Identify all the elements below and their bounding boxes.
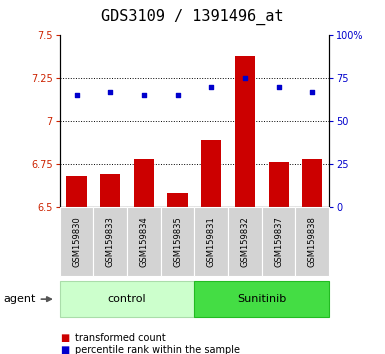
Text: GSM159831: GSM159831 bbox=[207, 216, 216, 267]
Text: control: control bbox=[108, 294, 146, 304]
Bar bbox=[296, 207, 329, 276]
Text: Sunitinib: Sunitinib bbox=[237, 294, 286, 304]
Bar bbox=[127, 207, 161, 276]
Text: ■: ■ bbox=[60, 346, 69, 354]
Bar bbox=[93, 207, 127, 276]
Text: GSM159835: GSM159835 bbox=[173, 216, 182, 267]
Bar bbox=[100, 175, 120, 207]
Bar bbox=[269, 162, 289, 207]
Text: agent: agent bbox=[4, 294, 36, 304]
Bar bbox=[194, 281, 329, 317]
Bar bbox=[235, 56, 255, 207]
Point bbox=[174, 93, 181, 98]
Text: GSM159833: GSM159833 bbox=[106, 216, 115, 267]
Bar bbox=[60, 281, 194, 317]
Point bbox=[74, 93, 80, 98]
Bar bbox=[302, 159, 323, 207]
Bar bbox=[66, 176, 87, 207]
Text: GSM159837: GSM159837 bbox=[274, 216, 283, 267]
Text: GSM159834: GSM159834 bbox=[139, 216, 148, 267]
Text: GSM159832: GSM159832 bbox=[241, 216, 249, 267]
Point bbox=[309, 89, 315, 95]
Point bbox=[208, 84, 214, 90]
Bar bbox=[134, 159, 154, 207]
Bar bbox=[201, 140, 221, 207]
Bar bbox=[228, 207, 262, 276]
Bar bbox=[161, 207, 194, 276]
Text: GSM159838: GSM159838 bbox=[308, 216, 317, 267]
Point bbox=[276, 84, 282, 90]
Point bbox=[242, 75, 248, 81]
Text: GSM159830: GSM159830 bbox=[72, 216, 81, 267]
Text: transformed count: transformed count bbox=[75, 333, 166, 343]
Point bbox=[107, 89, 113, 95]
Bar bbox=[262, 207, 296, 276]
Bar bbox=[60, 207, 93, 276]
Point bbox=[141, 93, 147, 98]
Text: ■: ■ bbox=[60, 333, 69, 343]
Text: percentile rank within the sample: percentile rank within the sample bbox=[75, 346, 240, 354]
Bar bbox=[194, 207, 228, 276]
Bar bbox=[167, 193, 188, 207]
Text: GDS3109 / 1391496_at: GDS3109 / 1391496_at bbox=[101, 9, 284, 25]
